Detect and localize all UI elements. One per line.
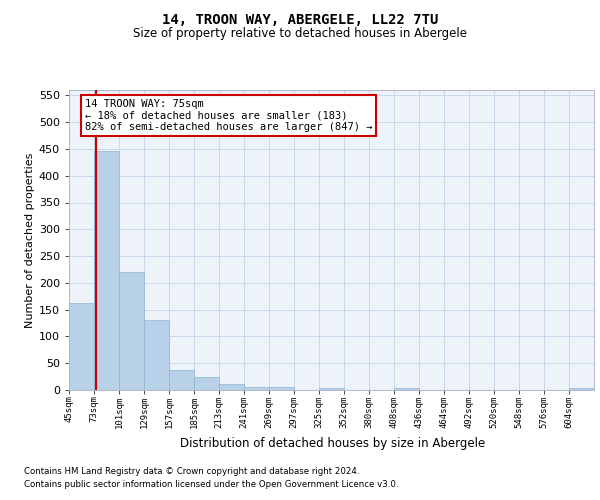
Bar bbox=[244, 387, 269, 390]
Text: 14 TROON WAY: 75sqm
← 18% of detached houses are smaller (183)
82% of semi-detac: 14 TROON WAY: 75sqm ← 18% of detached ho… bbox=[85, 99, 372, 132]
Bar bbox=[94, 150, 119, 390]
Bar bbox=[194, 376, 219, 390]
Text: Contains public sector information licensed under the Open Government Licence v3: Contains public sector information licen… bbox=[24, 480, 398, 489]
Text: Contains HM Land Registry data © Crown copyright and database right 2024.: Contains HM Land Registry data © Crown c… bbox=[24, 467, 359, 476]
Bar bbox=[144, 320, 169, 390]
Bar bbox=[569, 388, 594, 390]
Y-axis label: Number of detached properties: Number of detached properties bbox=[25, 152, 35, 328]
Bar bbox=[269, 388, 294, 390]
Bar bbox=[394, 388, 419, 390]
Bar bbox=[319, 388, 344, 390]
Bar bbox=[119, 272, 144, 390]
Text: 14, TROON WAY, ABERGELE, LL22 7TU: 14, TROON WAY, ABERGELE, LL22 7TU bbox=[162, 12, 438, 26]
Bar bbox=[69, 302, 94, 390]
Bar bbox=[219, 384, 244, 390]
Text: Size of property relative to detached houses in Abergele: Size of property relative to detached ho… bbox=[133, 28, 467, 40]
Bar bbox=[169, 370, 194, 390]
Text: Distribution of detached houses by size in Abergele: Distribution of detached houses by size … bbox=[181, 438, 485, 450]
